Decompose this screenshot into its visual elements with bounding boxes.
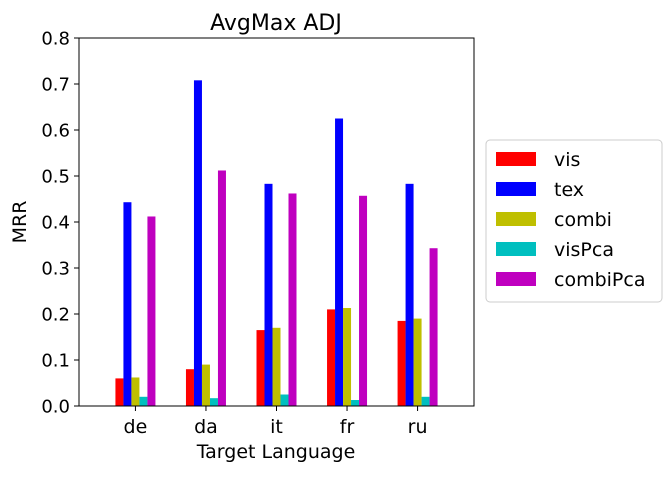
y-tick-label: 0.6 — [41, 121, 70, 142]
y-tick-label: 0.0 — [41, 397, 70, 418]
y-tick-label: 0.4 — [41, 213, 70, 234]
legend-swatch-vis — [496, 152, 536, 166]
bar-visPca-ru — [421, 396, 430, 406]
bar-tex-ru — [405, 183, 414, 406]
bar-combiPca-ru — [429, 248, 438, 406]
bar-combi-fr — [343, 308, 352, 406]
legend: vis tex combi visPca combiPca — [485, 139, 663, 303]
y-tick-label: 0.1 — [41, 351, 70, 372]
bar-tex-da — [193, 80, 202, 406]
x-tick-label: ru — [408, 416, 428, 438]
bar-vis-de — [115, 378, 124, 406]
x-tick-label: it — [270, 416, 283, 438]
bar-visPca-it — [280, 394, 289, 406]
bar-combiPca-it — [288, 193, 297, 406]
bar-visPca-de — [139, 396, 148, 406]
bar-combi-de — [131, 377, 140, 406]
bar-vis-it — [256, 330, 265, 406]
legend-swatch-visPca — [496, 242, 536, 256]
bar-tex-de — [123, 202, 132, 406]
y-tick-label: 0.5 — [41, 167, 70, 188]
bar-combiPca-fr — [359, 195, 368, 406]
bar-combi-it — [272, 327, 281, 406]
bar-combi-da — [201, 364, 210, 406]
x-tick-label: de — [124, 416, 148, 438]
legend-swatch-tex — [496, 182, 536, 196]
bar-visPca-fr — [351, 400, 360, 406]
x-tick-label: da — [194, 416, 218, 438]
legend-swatch-combiPca — [496, 272, 536, 286]
y-tick-label: 0.3 — [41, 259, 70, 280]
y-tick-label: 0.2 — [41, 305, 70, 326]
y-tick-label: 0.8 — [41, 29, 70, 50]
bar-visPca-da — [209, 398, 218, 406]
chart-title: AvgMax ADJ — [210, 11, 342, 36]
legend-label-vis: vis — [554, 149, 580, 171]
legend-frame — [485, 139, 663, 303]
bar-combiPca-da — [217, 170, 226, 406]
bar-vis-fr — [327, 309, 336, 406]
legend-label-tex: tex — [554, 179, 584, 201]
bar-tex-it — [264, 183, 273, 406]
y-tick-label: 0.7 — [41, 75, 70, 96]
bar-combi-ru — [413, 318, 422, 406]
legend-label-combiPca: combiPca — [554, 269, 645, 291]
axes-layer: 0.0 0.1 0.2 0.3 0.4 0.5 0.6 0.7 0.8 de da it fr ru — [41, 29, 475, 438]
x-axis-label: Target Language — [196, 441, 356, 463]
bar-combiPca-de — [147, 216, 156, 406]
y-axis-label: MRR — [9, 201, 31, 244]
legend-swatch-combi — [496, 212, 536, 226]
x-tick-label: fr — [340, 416, 355, 438]
legend-label-combi: combi — [554, 209, 612, 231]
bar-vis-da — [185, 369, 194, 406]
bars-layer — [115, 80, 438, 406]
legend-label-visPca: visPca — [554, 239, 614, 261]
bar-tex-fr — [335, 118, 344, 406]
bar-vis-ru — [397, 320, 406, 406]
